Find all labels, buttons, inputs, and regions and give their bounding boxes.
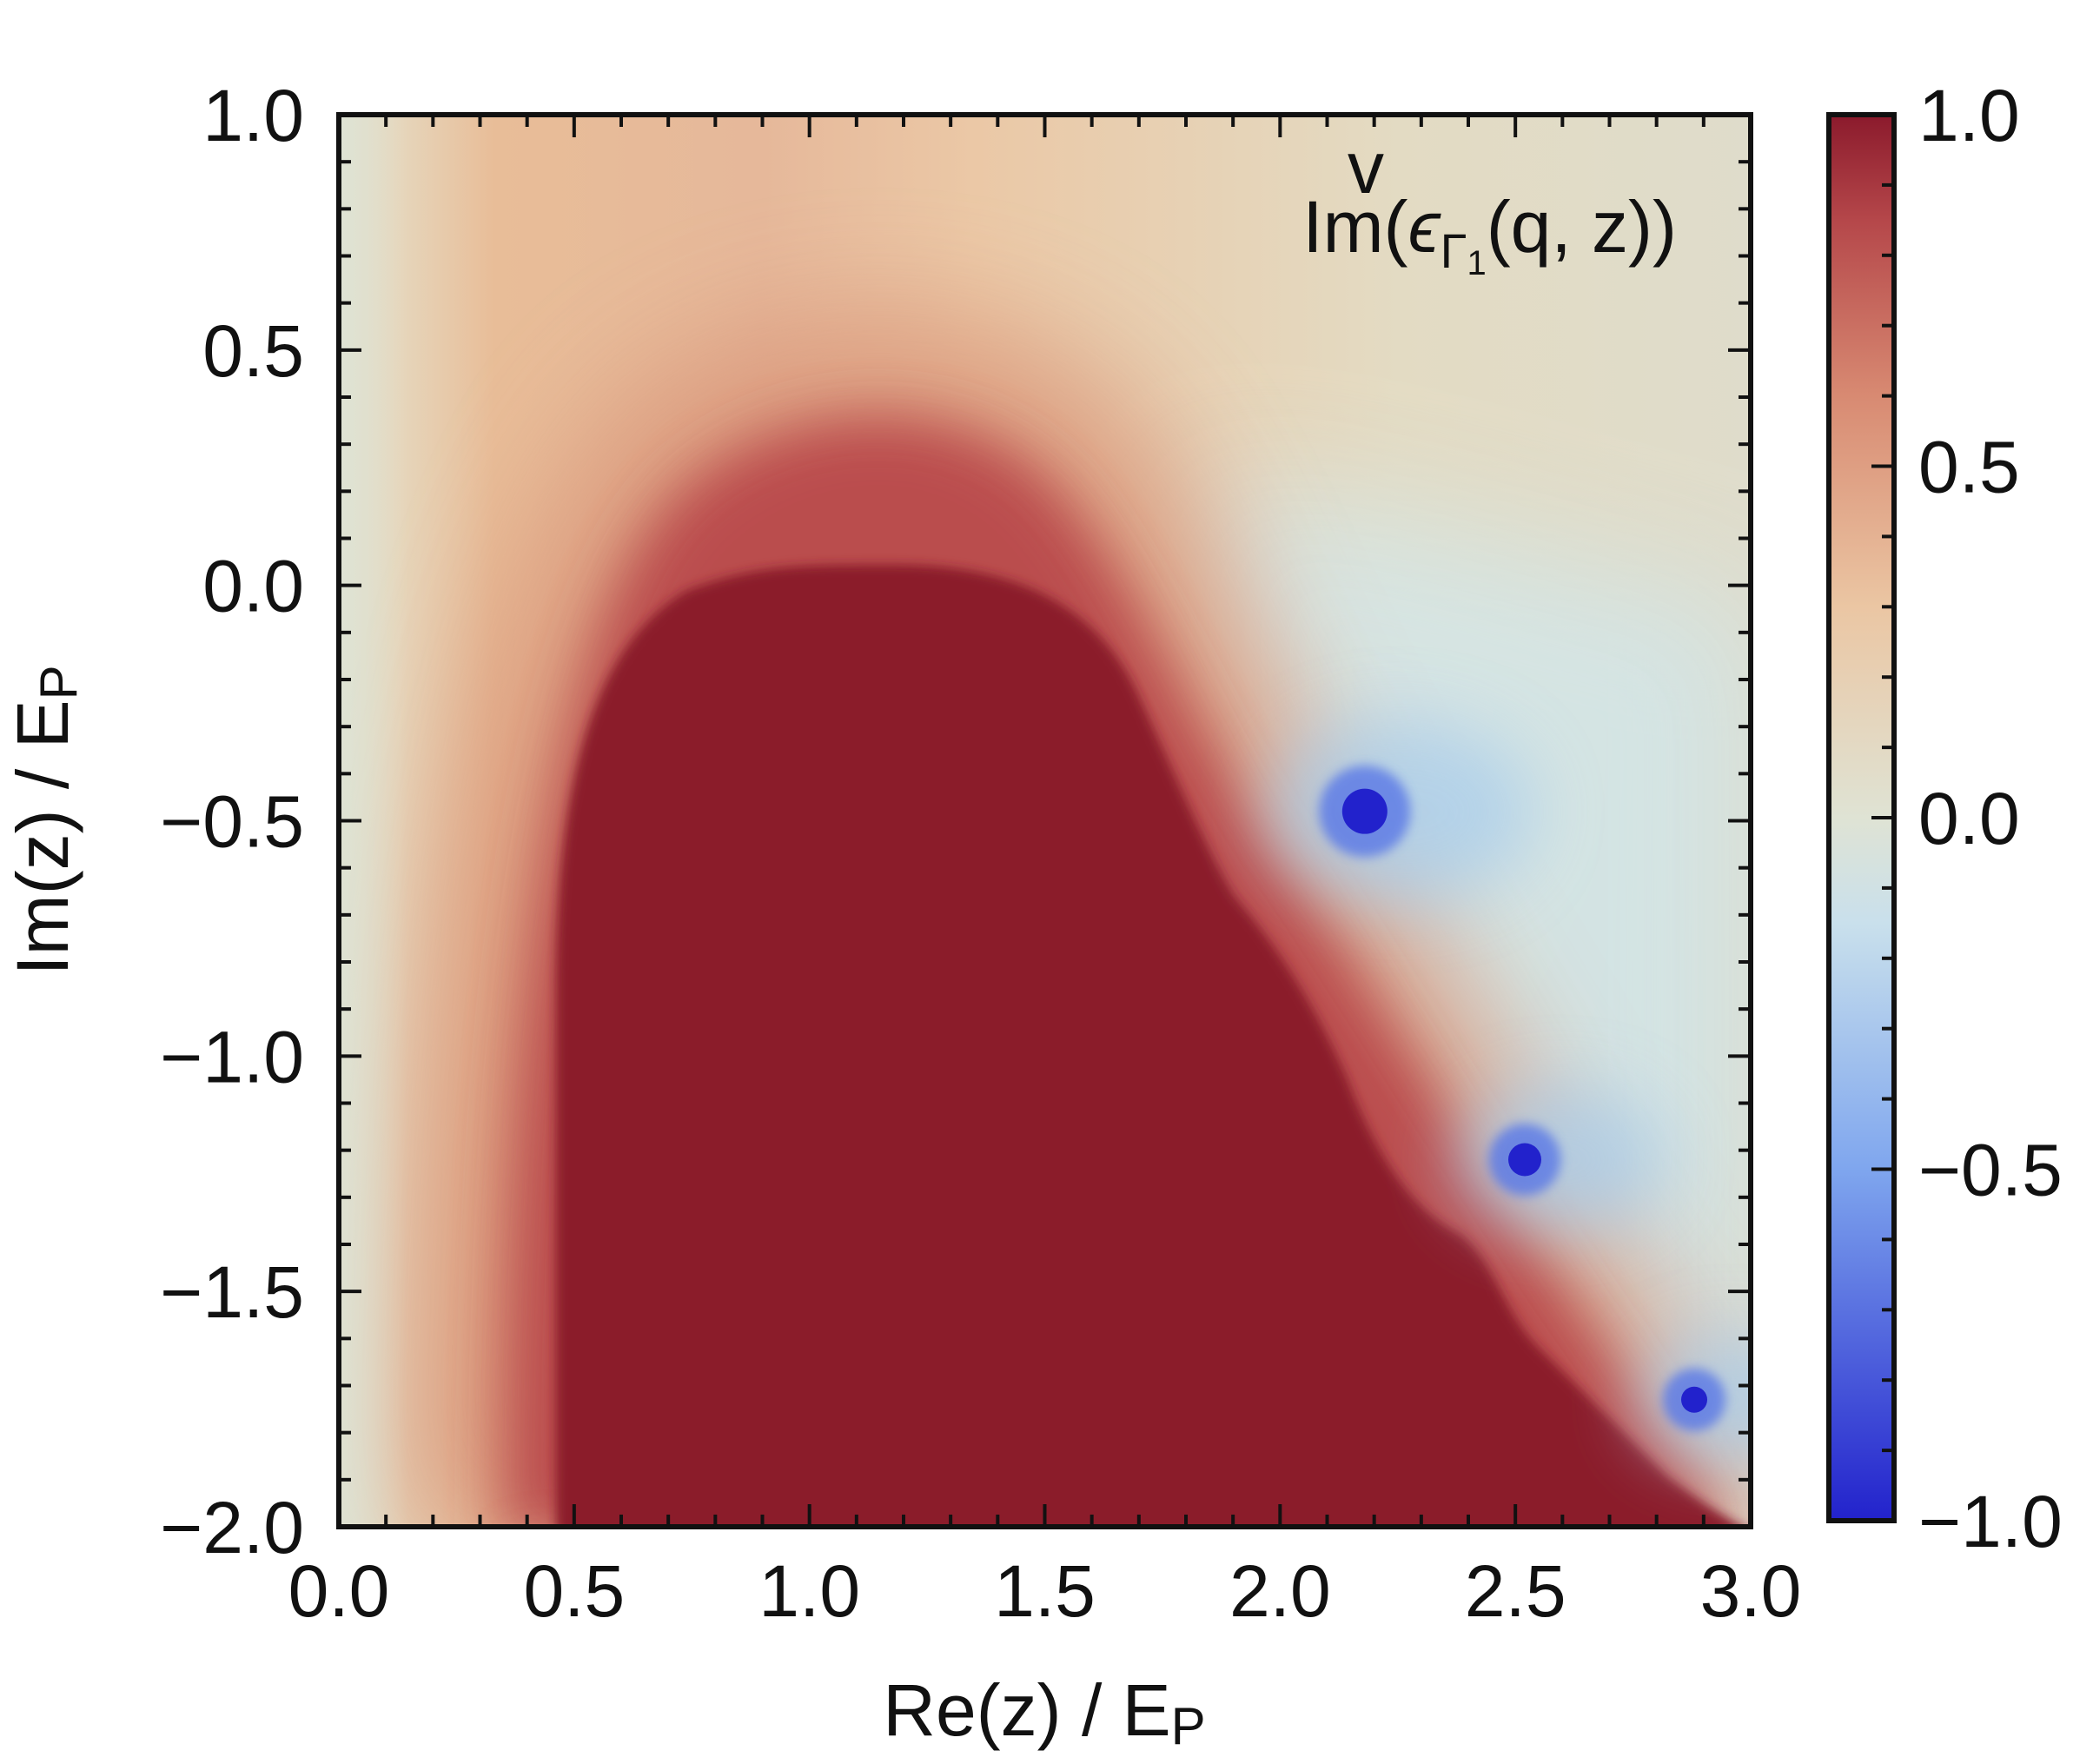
x-tick-label: 2.5 xyxy=(1465,1550,1566,1632)
x-tick-label: 0.0 xyxy=(288,1550,390,1632)
annotation-accent: v xyxy=(1348,127,1384,209)
annotation-subsubscript: 1 xyxy=(1467,244,1486,282)
colorbar-tick-label: 0.0 xyxy=(1918,778,2020,859)
x-tick-label: 1.5 xyxy=(994,1550,1096,1632)
annotation-subscript: Γ xyxy=(1441,223,1467,278)
colorbar-tick-label: 0.5 xyxy=(1918,427,2020,508)
y-ticks: 1.0 0.5 0.0 −0.5 −1.0 −1.5 −2.0 xyxy=(160,75,1751,1568)
left-edge-fade xyxy=(339,115,408,1527)
y-tick-label: −1.5 xyxy=(160,1251,304,1333)
colorbar-ticks: 1.0 0.5 0.0 −0.5 −1.0 xyxy=(1871,75,2063,1562)
y-tick-label: −1.0 xyxy=(160,1016,304,1098)
x-tick-label: 2.0 xyxy=(1229,1550,1331,1632)
colorbar: 1.0 0.5 0.0 −0.5 −1.0 xyxy=(1826,75,2063,1562)
heatmap xyxy=(339,115,1751,1527)
svg-text:Im(ϵΓ1(q, z)): Im(ϵΓ1(q, z)) xyxy=(1302,186,1677,282)
y-axis-title: Im(z) / EP xyxy=(2,665,88,975)
annotation-symbol: ϵ xyxy=(1408,186,1442,268)
pole-point xyxy=(1508,1143,1541,1177)
colorbar-tick-label: 1.0 xyxy=(1918,75,2020,156)
x-tick-label: 3.0 xyxy=(1700,1550,1802,1632)
annotation-suffix: (q, z)) xyxy=(1487,186,1677,268)
colorbar-tick-label: −1.0 xyxy=(1918,1481,2063,1562)
x-tick-label: 1.0 xyxy=(758,1550,860,1632)
y-tick-label: −2.0 xyxy=(160,1487,304,1568)
poles xyxy=(1265,720,1751,1462)
pole-point xyxy=(1681,1386,1707,1413)
y-tick-label: −0.5 xyxy=(160,781,304,863)
pole-point xyxy=(1341,788,1388,834)
y-tick-label: 1.0 xyxy=(202,75,304,156)
x-ticks: 0.0 0.5 1.0 1.5 2.0 2.5 3.0 xyxy=(288,115,1802,1632)
y-tick-label: 0.0 xyxy=(202,546,304,627)
colorbar-tick-label: −0.5 xyxy=(1918,1130,2063,1211)
x-axis-title: Re(z) / EP xyxy=(883,1669,1205,1755)
plot-annotation: Im(ϵΓ1(q, z)) v xyxy=(1302,127,1677,282)
saturated-region xyxy=(556,565,1743,1527)
y-tick-label: 0.5 xyxy=(202,310,304,392)
annotation-prefix: Im( xyxy=(1302,186,1407,268)
x-tick-label: 0.5 xyxy=(523,1550,625,1632)
